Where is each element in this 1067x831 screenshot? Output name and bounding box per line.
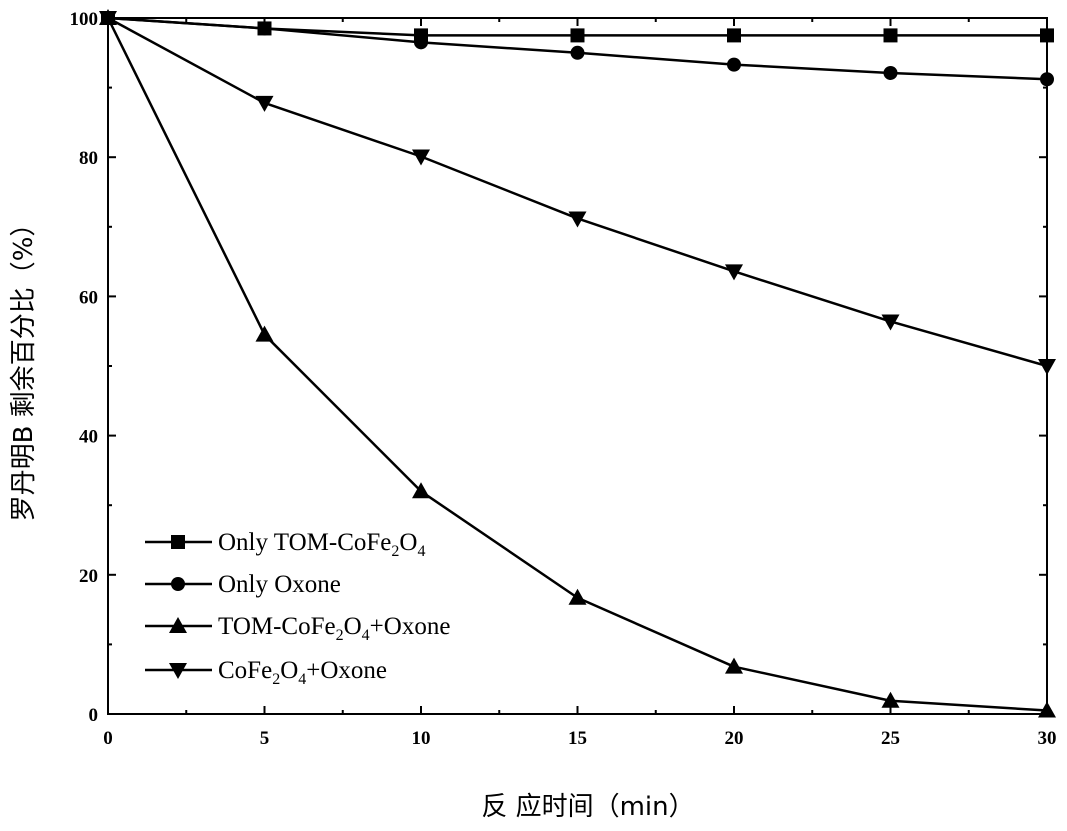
data-point [568, 588, 587, 605]
series-4 [99, 11, 1056, 375]
data-point [881, 691, 900, 708]
y-axis-title: 罗丹明B 剩余百分比（%） [9, 211, 39, 522]
x-tick-label: 20 [725, 728, 744, 749]
axis-tick-labels: 0 5 10 15 20 25 30 0 20 40 60 80 100 [70, 9, 1057, 749]
data-point [881, 314, 900, 331]
legend-item: TOM-CoFe2O4+Oxone [145, 613, 450, 644]
legend-marker [171, 535, 185, 549]
data-point [99, 11, 117, 27]
legend-item: Only TOM-CoFe2O4 [145, 529, 425, 560]
x-tick-label: 25 [881, 728, 900, 749]
series-layer [99, 9, 1056, 718]
legend-label: Only TOM-CoFe2O4 [218, 529, 425, 560]
data-point [255, 95, 274, 112]
data-point [883, 65, 898, 80]
legend-marker [169, 663, 187, 679]
data-point [883, 28, 898, 43]
y-tick-label: 100 [70, 9, 99, 30]
data-point [257, 21, 272, 36]
plot-frame [107, 17, 1048, 715]
legend-marker [169, 617, 187, 633]
legend-label: CoFe2O4+Oxone [218, 657, 387, 688]
y-tick-label: 40 [79, 427, 98, 448]
x-tick-label: 0 [103, 728, 113, 749]
axis-ticks [107, 17, 1048, 715]
series-line [107, 16, 1048, 368]
x-tick-label: 10 [412, 728, 431, 749]
y-tick-label: 0 [89, 705, 99, 726]
data-point [568, 211, 587, 228]
data-point [414, 35, 428, 50]
data-point [412, 149, 430, 166]
data-point [1038, 701, 1056, 718]
y-tick-label: 20 [79, 566, 98, 587]
series-line [106, 17, 1048, 712]
data-point [255, 325, 274, 342]
series-2 [101, 11, 1054, 87]
series-3 [99, 9, 1056, 718]
x-axis-title: 反 应时间（min） [481, 792, 694, 822]
legend: Only TOM-CoFe2O4 Only Oxone TOM-CoFe2O4+O… [145, 529, 450, 688]
y-tick-label: 60 [79, 287, 98, 308]
legend-item: CoFe2O4+Oxone [145, 657, 387, 688]
legend-item: Only Oxone [145, 571, 341, 598]
data-point [1040, 72, 1054, 87]
x-tick-label: 30 [1038, 728, 1057, 749]
x-tick-label: 5 [260, 728, 270, 749]
data-point [725, 264, 743, 281]
data-point [727, 28, 741, 43]
data-point [1040, 28, 1054, 43]
data-point [727, 57, 741, 72]
data-point [725, 657, 743, 674]
plot-area-border [107, 17, 1048, 715]
y-tick-label: 80 [79, 148, 98, 169]
data-point [412, 482, 430, 499]
data-point [570, 28, 585, 43]
legend-label: Only Oxone [218, 571, 341, 598]
x-tick-label: 15 [568, 728, 587, 749]
data-point [1038, 359, 1056, 375]
data-point [570, 45, 585, 60]
legend-label: TOM-CoFe2O4+Oxone [218, 613, 450, 644]
legend-marker [171, 577, 185, 591]
